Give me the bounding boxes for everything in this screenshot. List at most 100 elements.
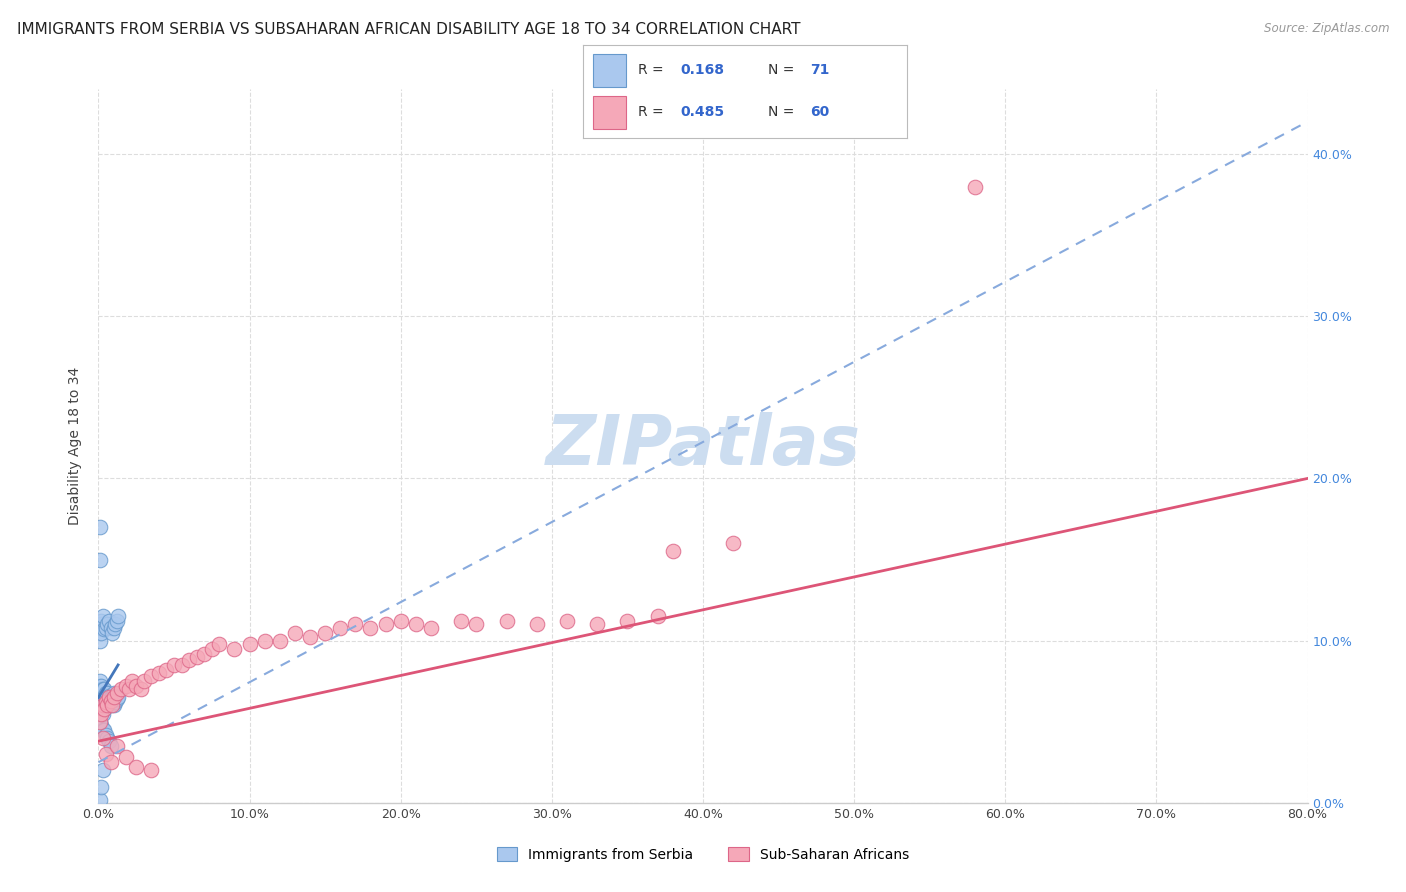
Point — [360, 621, 382, 635]
Point — [450, 614, 472, 628]
Point — [94, 695, 117, 709]
Point — [94, 690, 117, 705]
Point — [98, 614, 121, 628]
Point — [105, 685, 128, 699]
Point — [94, 698, 117, 713]
Point — [186, 649, 208, 664]
Point — [125, 679, 148, 693]
Point — [329, 621, 352, 635]
Text: N =: N = — [768, 104, 799, 119]
Point — [98, 695, 121, 709]
Point — [93, 723, 115, 737]
Point — [132, 674, 155, 689]
Point — [100, 690, 122, 705]
Point — [103, 685, 125, 699]
Point — [98, 689, 121, 703]
Point — [110, 682, 132, 697]
Point — [179, 653, 201, 667]
Point — [91, 723, 114, 737]
Point — [89, 679, 111, 693]
Point — [90, 614, 112, 628]
Point — [148, 666, 170, 681]
Point — [104, 689, 127, 703]
Point — [965, 179, 987, 194]
Point — [121, 674, 143, 689]
Text: IMMIGRANTS FROM SERBIA VS SUBSAHARAN AFRICAN DISABILITY AGE 18 TO 34 CORRELATION: IMMIGRANTS FROM SERBIA VS SUBSAHARAN AFR… — [17, 22, 800, 37]
Point — [94, 747, 117, 761]
Point — [90, 706, 112, 721]
Point — [93, 689, 115, 703]
Point — [96, 698, 118, 713]
Point — [114, 679, 136, 693]
Text: 60: 60 — [810, 104, 830, 119]
Point — [96, 617, 118, 632]
Point — [239, 637, 262, 651]
Point — [93, 695, 115, 709]
Point — [495, 614, 517, 628]
Point — [586, 617, 609, 632]
Point — [96, 731, 118, 745]
Point — [647, 609, 669, 624]
Point — [193, 647, 215, 661]
Text: N =: N = — [768, 63, 799, 78]
Point — [105, 739, 128, 753]
Point — [90, 685, 112, 699]
Point — [89, 698, 111, 713]
Point — [104, 617, 127, 632]
Point — [141, 764, 163, 778]
Point — [100, 698, 122, 713]
Legend: Immigrants from Serbia, Sub-Saharan Africans: Immigrants from Serbia, Sub-Saharan Afri… — [491, 841, 915, 867]
Text: 0.485: 0.485 — [681, 104, 724, 119]
Point — [98, 690, 121, 705]
Point — [125, 760, 148, 774]
Point — [101, 690, 124, 705]
Point — [89, 633, 111, 648]
Point — [91, 698, 114, 713]
Point — [91, 698, 114, 713]
Text: R =: R = — [638, 63, 668, 78]
Point — [90, 625, 112, 640]
Point — [96, 685, 118, 699]
Point — [284, 625, 307, 640]
Y-axis label: Disability Age 18 to 34: Disability Age 18 to 34 — [69, 367, 83, 525]
Point — [103, 621, 125, 635]
Point — [616, 614, 638, 628]
Point — [91, 682, 114, 697]
Point — [89, 685, 111, 699]
Point — [105, 614, 128, 628]
Text: ZIPatlas: ZIPatlas — [546, 412, 860, 480]
Point — [93, 702, 115, 716]
Point — [93, 682, 115, 697]
Point — [107, 609, 129, 624]
Point — [141, 669, 163, 683]
Point — [314, 625, 336, 640]
Point — [103, 690, 125, 705]
Point — [89, 792, 111, 806]
Point — [100, 693, 122, 707]
Point — [90, 695, 112, 709]
Point — [100, 621, 122, 635]
Text: 0.168: 0.168 — [681, 63, 724, 78]
Point — [420, 621, 443, 635]
Point — [91, 693, 114, 707]
Point — [91, 706, 114, 721]
Point — [114, 750, 136, 764]
Point — [101, 625, 124, 640]
Point — [389, 614, 412, 628]
Point — [103, 698, 125, 713]
Point — [91, 731, 114, 745]
Point — [224, 641, 246, 656]
Point — [253, 633, 276, 648]
Point — [465, 617, 488, 632]
Point — [89, 714, 111, 729]
Point — [104, 695, 127, 709]
Point — [208, 637, 231, 651]
Point — [90, 706, 112, 721]
Point — [91, 764, 114, 778]
Point — [93, 622, 115, 636]
Point — [89, 690, 111, 705]
Point — [344, 617, 367, 632]
Point — [91, 609, 114, 624]
Point — [170, 657, 193, 672]
Point — [90, 718, 112, 732]
